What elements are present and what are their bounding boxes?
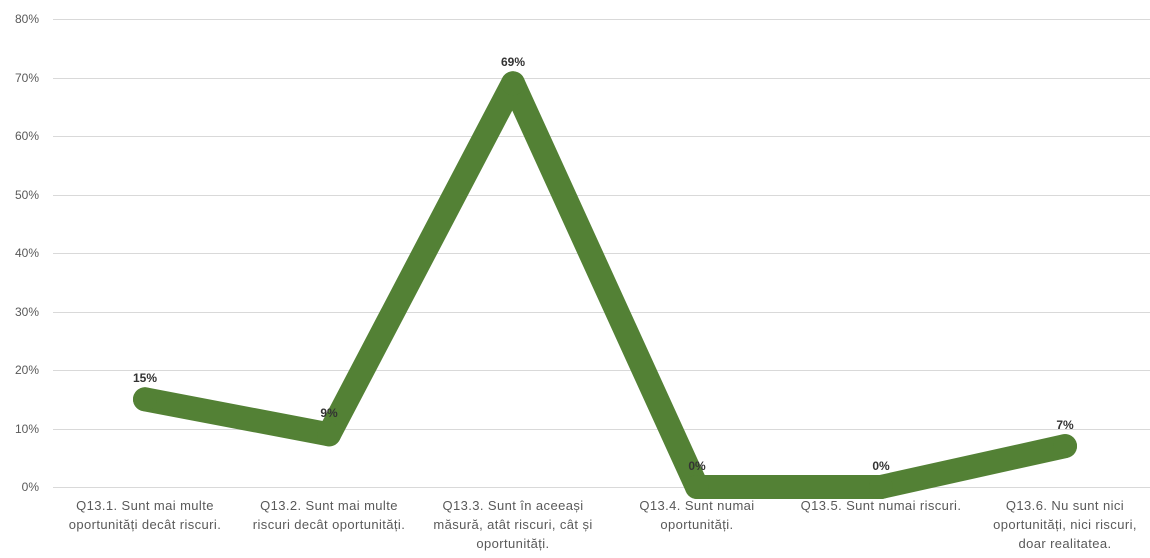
y-tick-label: 50% [14, 188, 39, 202]
y-tick-label: 80% [14, 12, 39, 26]
data-label: 15% [132, 371, 158, 385]
data-point [317, 422, 341, 447]
data-label: 0% [688, 459, 706, 473]
series-line [133, 71, 1077, 499]
category-label: Q13.1. Sunt mai multe oportunități decât… [68, 498, 222, 532]
category-label: Q13.4. Sunt numai oportunități. [639, 498, 755, 532]
category-label: Q13.6. Nu sunt nici oportunități, nici r… [993, 498, 1137, 551]
data-point [133, 387, 157, 412]
data-label: 69% [500, 55, 526, 69]
y-tick-label: 0% [21, 480, 39, 494]
y-tick-label: 10% [14, 422, 39, 436]
data-point [685, 475, 709, 499]
data-label: 7% [1056, 418, 1074, 432]
data-label: 0% [872, 459, 890, 473]
y-tick-label: 70% [14, 71, 39, 85]
category-label: Q13.5. Sunt numai riscuri. [800, 498, 962, 513]
category-label: Q13.3. Sunt în aceeași măsură, atât risc… [433, 498, 593, 551]
data-label: 9% [320, 406, 338, 420]
y-tick-label: 20% [14, 363, 39, 377]
y-tick-label: 60% [14, 129, 39, 143]
y-tick-label: 30% [14, 305, 39, 319]
data-point [501, 71, 525, 96]
data-point [1053, 434, 1077, 459]
data-point [869, 475, 893, 499]
y-tick-label: 40% [14, 246, 39, 260]
category-label: Q13.2. Sunt mai multe riscuri decât opor… [252, 498, 406, 532]
